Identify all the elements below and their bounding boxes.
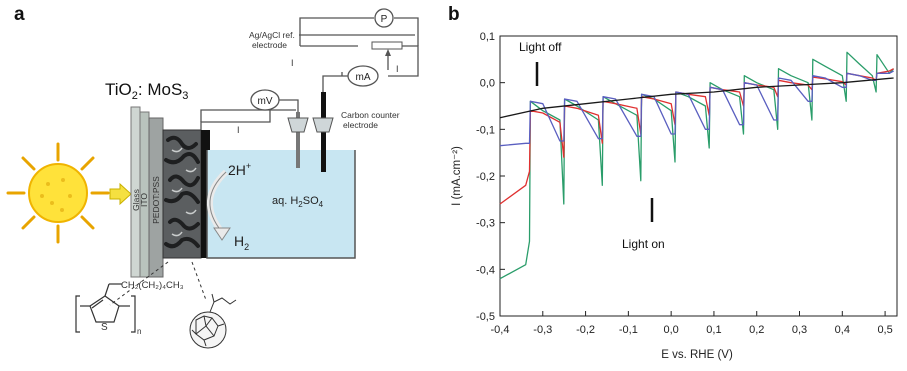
svg-text:mV: mV bbox=[258, 96, 273, 107]
tick-labels: -0,4 -0,3 -0,2 -0,1 0,0 0,1 0,2 0,3 0,4 0,5 0,1 0,0… bbox=[476, 31, 893, 336]
voltmeter: mV bbox=[250, 89, 280, 111]
light-off-annotation: Light off bbox=[519, 40, 562, 54]
current-label-right: I bbox=[396, 64, 399, 74]
ref-electrode-label-line1: Ag/AgCl ref. bbox=[249, 30, 295, 40]
x-tick-label: -0,1 bbox=[619, 324, 638, 336]
y-tick-label: -0,1 bbox=[476, 124, 495, 136]
thiophene-atom-label: S bbox=[101, 322, 108, 333]
panel-a-label: a bbox=[14, 4, 25, 25]
y-tick-label: 0,1 bbox=[480, 31, 495, 43]
glass-label: Glass bbox=[131, 189, 141, 211]
proton-label: 2H+ bbox=[228, 161, 251, 178]
reaction-arrow bbox=[206, 169, 231, 241]
polymer-n-label: n bbox=[137, 327, 141, 336]
series-line-4 bbox=[499, 77, 894, 119]
panel-b-label: b bbox=[448, 4, 460, 25]
x-tick-label: 0,5 bbox=[877, 324, 892, 336]
x-tick-label: 0,1 bbox=[706, 324, 721, 336]
y-tick-label: -0,2 bbox=[476, 171, 495, 183]
reference-electrode bbox=[296, 112, 300, 168]
series-layer bbox=[499, 51, 895, 280]
ito-label: ITO bbox=[139, 193, 149, 207]
counter-electrode-label-line1: Carbon counter bbox=[341, 110, 400, 120]
potentiostat-resistor bbox=[371, 41, 403, 50]
x-tick-label: 0,0 bbox=[664, 324, 679, 336]
y-tick-label: -0,3 bbox=[476, 218, 495, 230]
fullerene-icon bbox=[189, 293, 237, 349]
annotation-markers bbox=[535, 62, 654, 222]
svg-text:mA: mA bbox=[356, 72, 371, 83]
pedot-label: PEDOT:PSS bbox=[151, 176, 161, 224]
sun-icon bbox=[6, 142, 110, 244]
back-contact bbox=[201, 130, 210, 258]
series-line-2 bbox=[499, 68, 894, 205]
electrolyte-label: aq. H2SO4 bbox=[272, 195, 324, 209]
ref-electrode-label-line2: electrode bbox=[252, 40, 287, 50]
y-tick-label: -0,4 bbox=[476, 264, 495, 276]
polymer-side-chain-label: CH₂(CH₂)₄CH₃ bbox=[121, 280, 184, 291]
compound-label: TiO2: MoS3 bbox=[105, 80, 188, 102]
hydrogen-label: H2 bbox=[234, 233, 249, 252]
x-tick-label: -0,2 bbox=[576, 324, 595, 336]
reference-stopper bbox=[287, 117, 309, 133]
power-meter: P bbox=[374, 8, 394, 28]
axis-ticks bbox=[499, 35, 886, 317]
y-tick-label: -0,5 bbox=[476, 311, 495, 323]
current-label-bottom: I bbox=[237, 125, 240, 135]
x-tick-label: -0,3 bbox=[533, 324, 552, 336]
x-tick-label: 0,3 bbox=[792, 324, 807, 336]
y-tick-label: 0,0 bbox=[480, 78, 495, 90]
x-axis-label: E vs. RHE (V) bbox=[661, 349, 733, 361]
x-tick-label: -0,4 bbox=[491, 324, 510, 336]
panel-b-chart: b -0,4 -0,3 -0,2 -0,1 0,0 0,1 0,2 0,3 0,4 0,5 0,1 0… bbox=[448, 4, 898, 361]
panel-a-cell-diagram: a bbox=[6, 4, 419, 349]
x-tick-label: 0,2 bbox=[749, 324, 764, 336]
ammeter: mA bbox=[347, 65, 379, 87]
zoom-lines bbox=[109, 261, 207, 306]
y-axis-label: I (mA.cm⁻²) bbox=[451, 146, 463, 206]
current-label-top: I bbox=[291, 58, 294, 68]
counter-stopper bbox=[312, 117, 334, 133]
x-tick-label: 0,4 bbox=[835, 324, 850, 336]
plot-frame bbox=[499, 35, 898, 317]
series-line-1 bbox=[499, 51, 895, 280]
light-on-annotation: Light on bbox=[622, 237, 665, 251]
light-arrow bbox=[109, 182, 132, 206]
counter-electrode-label-line2: electrode bbox=[343, 120, 378, 130]
polymer-structure bbox=[75, 283, 136, 333]
tio2-mos3-layer bbox=[162, 129, 202, 259]
svg-text:P: P bbox=[381, 14, 388, 25]
series-line-3 bbox=[499, 70, 894, 147]
resistor-wiper bbox=[385, 49, 391, 56]
